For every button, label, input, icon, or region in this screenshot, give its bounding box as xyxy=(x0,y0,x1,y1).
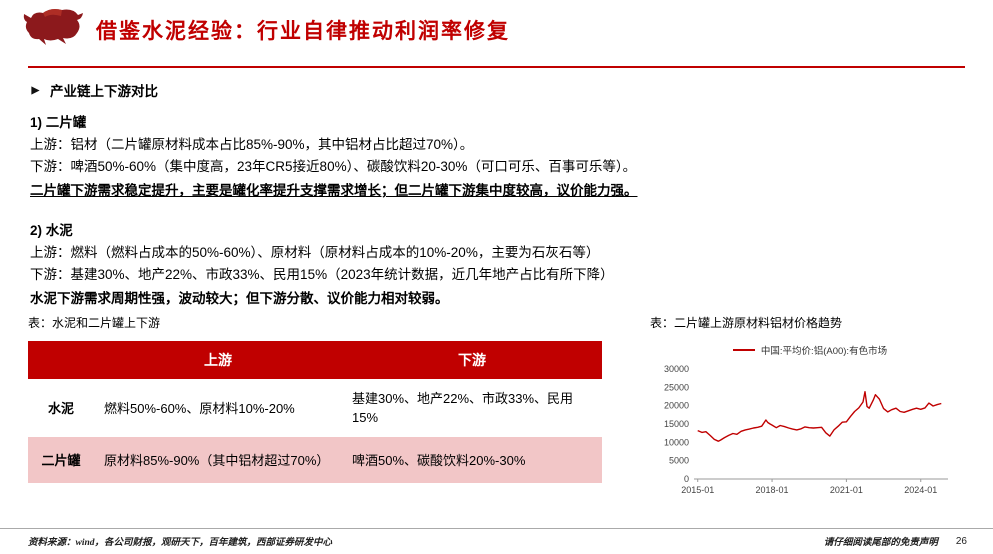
legend-label: 中国:平均价:铝(A00):有色市场 xyxy=(760,346,888,357)
cement-downstream-cell: 基建30%、地产22%、市政33%、民用15% xyxy=(342,379,602,437)
page-title: 借鉴水泥经验：行业自律推动利润率修复 xyxy=(96,20,510,43)
svg-text:30000: 30000 xyxy=(664,364,689,374)
legend-line-marker xyxy=(732,349,755,351)
chart-caption: 表：二片罐上游原材料铝材价格趋势 xyxy=(650,316,843,330)
cement-upstream-cell: 燃料50%-60%、原材料10%-20% xyxy=(94,379,342,437)
header-upstream: 上游 xyxy=(94,341,342,379)
header-downstream: 下游 xyxy=(342,341,602,379)
svg-text:2018-01: 2018-01 xyxy=(756,485,789,495)
can-downstream-cell: 啤酒50%、碳酸饮料20%-30% xyxy=(342,437,602,483)
footer: 资料来源：wind，各公司财报，观研天下，百年建筑，西部证券研发中心 请仔细阅读… xyxy=(28,534,967,549)
chart-legend: 中国:平均价:铝(A00):有色市场 xyxy=(650,343,970,357)
svg-text:2024-01: 2024-01 xyxy=(904,485,937,495)
emphasis-line: 水泥下游需求周期性强，波动较大；但下游分散、议价能力相对较弱。 xyxy=(30,291,449,306)
section-title: 2) 水泥 xyxy=(30,223,73,238)
row-label-can: 二片罐 xyxy=(28,437,94,483)
source-note: 资料来源：wind，各公司财报，观研天下，百年建筑，西部证券研发中心 xyxy=(28,538,333,548)
arrow-bullet-icon xyxy=(31,85,40,95)
svg-text:20000: 20000 xyxy=(664,401,689,411)
footer-divider xyxy=(0,528,993,529)
svg-text:2015-01: 2015-01 xyxy=(681,485,714,495)
downstream-line: 下游：基建30%、地产22%、市政33%、民用15%（2023年统计数据，近几年… xyxy=(30,267,614,282)
table-header-row: 上游 下游 xyxy=(28,341,602,379)
section-two-piece-can: 1) 二片罐 上游：铝材（二片罐原材料成本占比85%-90%，其中铝材占比超过7… xyxy=(30,112,965,202)
table-row-cement: 水泥 燃料50%-60%、原材料10%-20% 基建30%、地产22%、市政33… xyxy=(28,379,602,437)
upstream-line: 上游：燃料（燃料占成本的50%-60%）、原材料（原材料占成本的10%-20%，… xyxy=(30,245,600,260)
disclaimer-note: 请仔细阅读尾部的免责声明 xyxy=(823,538,938,548)
svg-text:15000: 15000 xyxy=(664,419,689,429)
aluminum-price-line-chart: 0 5000 10000 15000 20000 25000 30000 2015-01 201… xyxy=(664,364,948,495)
section-heading: 产业链上下游对比 xyxy=(30,80,158,100)
section-title: 1) 二片罐 xyxy=(30,115,87,130)
brand-bull-logo xyxy=(20,5,84,49)
title-divider xyxy=(28,66,965,68)
price-chart-area: 表：二片罐上游原材料铝材价格趋势 中国:平均价:铝(A00):有色市场 0 500… xyxy=(650,314,970,513)
table-caption: 表：水泥和二片罐上下游 xyxy=(28,316,161,330)
can-upstream-cell: 原材料85%-90%（其中铝材超过70%） xyxy=(94,437,342,483)
downstream-line: 下游：啤酒50%-60%（集中度高，23年CR5接近80%）、碳酸饮料20-30… xyxy=(30,159,637,174)
svg-text:0: 0 xyxy=(684,474,689,484)
section-heading-text: 产业链上下游对比 xyxy=(50,84,158,99)
page-number: 26 xyxy=(955,535,967,547)
svg-text:10000: 10000 xyxy=(664,437,689,447)
header-empty-cell xyxy=(28,341,94,379)
section-cement: 2) 水泥 上游：燃料（燃料占成本的50%-60%）、原材料（原材料占成本的10… xyxy=(30,220,965,310)
svg-text:2021-01: 2021-01 xyxy=(830,485,863,495)
row-label-cement: 水泥 xyxy=(28,379,94,437)
svg-text:5000: 5000 xyxy=(669,456,689,466)
table-row-can: 二片罐 原材料85%-90%（其中铝材超过70%） 啤酒50%、碳酸饮料20%-… xyxy=(28,437,602,483)
emphasis-line: 二片罐下游需求稳定提升，主要是罐化率提升支撑需求增长；但二片罐下游集中度较高，议… xyxy=(30,183,638,198)
body-text: 1) 二片罐 上游：铝材（二片罐原材料成本占比85%-90%，其中铝材占比超过7… xyxy=(30,112,965,310)
comparison-table: 上游 下游 水泥 燃料50%-60%、原材料10%-20% 基建30%、地产22… xyxy=(28,341,602,483)
upstream-line: 上游：铝材（二片罐原材料成本占比85%-90%，其中铝材占比超过70%）。 xyxy=(30,137,474,152)
comparison-table-area: 表：水泥和二片罐上下游 上游 下游 水泥 燃料50%-60%、原材料10%-20… xyxy=(28,314,604,483)
svg-text:25000: 25000 xyxy=(664,382,689,392)
bull-icon xyxy=(23,9,83,45)
